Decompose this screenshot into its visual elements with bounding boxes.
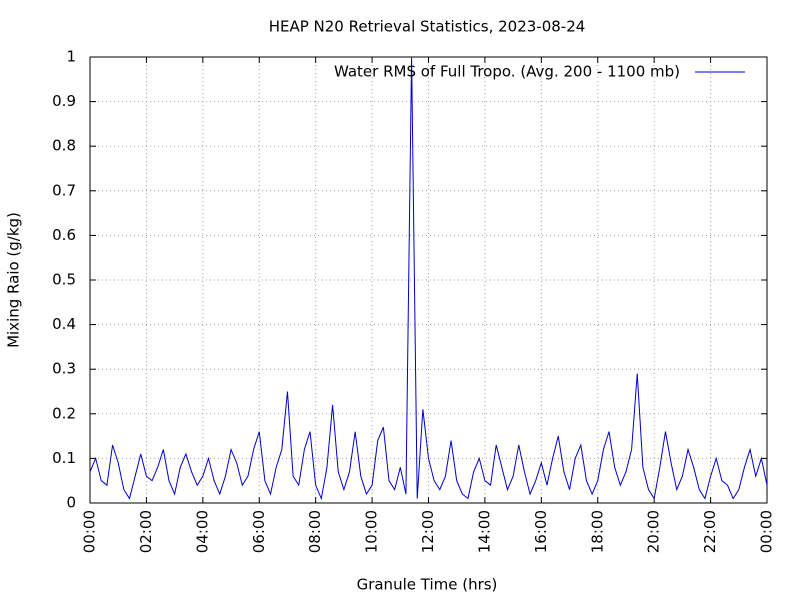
y-tick-label: 0.1 — [52, 449, 76, 467]
legend-label: Water RMS of Full Tropo. (Avg. 200 - 110… — [334, 63, 680, 81]
y-tick-label: 0.4 — [52, 315, 76, 333]
y-tick-label: 0.9 — [52, 92, 76, 110]
x-tick-label: 18:00 — [588, 510, 606, 553]
y-tick-label: 0.7 — [52, 181, 76, 199]
x-tick-label: 06:00 — [250, 510, 268, 553]
y-axis-label: Mixing Raio (g/kg) — [5, 212, 23, 348]
x-tick-label: 00:00 — [81, 510, 99, 553]
y-tick-label: 1 — [66, 48, 76, 66]
y-tick-label: 0.6 — [52, 226, 76, 244]
x-tick-label: 02:00 — [137, 510, 155, 553]
data-line — [89, 56, 768, 501]
y-tick-label: 0.3 — [52, 360, 76, 378]
x-tick-label: 10:00 — [363, 510, 381, 553]
chart-title: HEAP N20 Retrieval Statistics, 2023-08-2… — [269, 18, 586, 36]
x-tick-label: 08:00 — [306, 510, 324, 553]
y-tick-label: 0.8 — [52, 137, 76, 155]
x-tick-label: 04:00 — [193, 510, 211, 553]
x-tick-label: 14:00 — [475, 510, 493, 553]
y-tick-label: 0.5 — [52, 271, 76, 289]
x-tick-label: 16:00 — [532, 510, 550, 553]
y-tick-label: 0 — [66, 494, 76, 512]
x-tick-label: 20:00 — [645, 510, 663, 553]
x-tick-label: 00:00 — [758, 510, 776, 553]
plot-border — [89, 56, 768, 504]
x-tick-label: 12:00 — [419, 510, 437, 553]
x-axis-label: Granule Time (hrs) — [357, 576, 498, 594]
y-tick-label: 0.2 — [52, 404, 76, 422]
x-tick-label: 22:00 — [701, 510, 719, 553]
